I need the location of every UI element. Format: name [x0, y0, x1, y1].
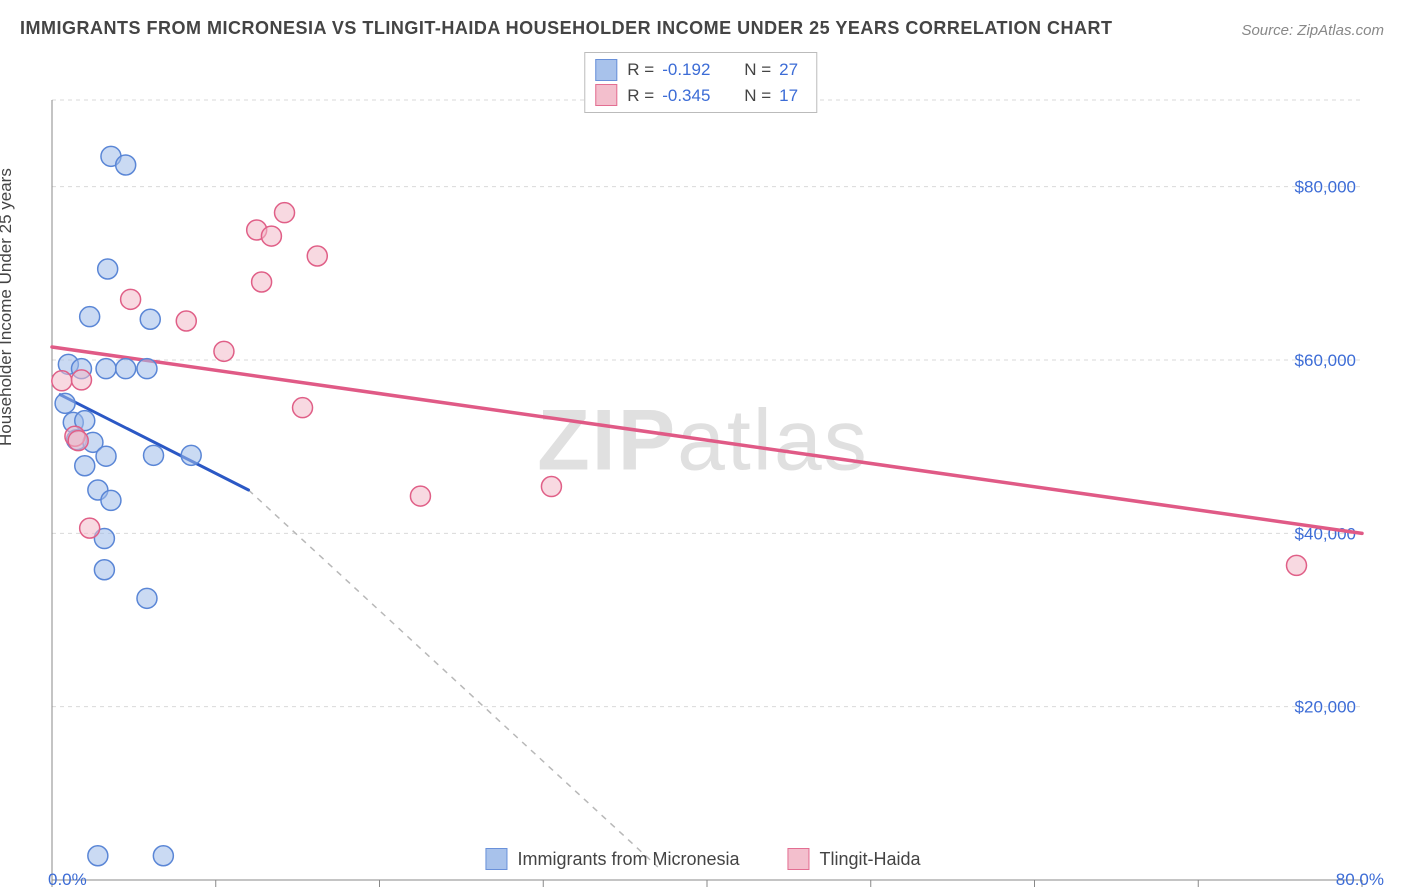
legend-label-series1: Immigrants from Micronesia	[517, 849, 739, 870]
n-label: N =	[744, 83, 771, 109]
bottom-legend: Immigrants from Micronesia Tlingit-Haida	[485, 848, 920, 870]
r-value-series1: -0.192	[662, 57, 732, 83]
legend-item-series1: Immigrants from Micronesia	[485, 848, 739, 870]
legend-swatch-series2	[788, 848, 810, 870]
chart-title: IMMIGRANTS FROM MICRONESIA VS TLINGIT-HA…	[20, 18, 1113, 39]
n-value-series2: 17	[779, 83, 798, 109]
svg-text:$20,000: $20,000	[1295, 698, 1356, 717]
r-label: R =	[627, 83, 654, 109]
legend-label-series2: Tlingit-Haida	[820, 849, 921, 870]
svg-text:$60,000: $60,000	[1295, 351, 1356, 370]
x-axis-max-label: 80.0%	[1336, 870, 1384, 890]
source-attribution: Source: ZipAtlas.com	[1241, 22, 1384, 39]
scatter-chart-svg: $20,000$40,000$60,000$80,000	[0, 50, 1406, 892]
swatch-series1	[595, 59, 617, 81]
swatch-series2	[595, 84, 617, 106]
stats-row-series2: R = -0.345 N = 17	[595, 83, 798, 109]
x-axis-min-label: 0.0%	[48, 870, 87, 890]
svg-text:$80,000: $80,000	[1295, 178, 1356, 197]
legend-item-series2: Tlingit-Haida	[788, 848, 921, 870]
legend-swatch-series1	[485, 848, 507, 870]
n-value-series1: 27	[779, 57, 798, 83]
r-label: R =	[627, 57, 654, 83]
chart-area: $20,000$40,000$60,000$80,000	[0, 50, 1406, 892]
n-label: N =	[744, 57, 771, 83]
correlation-stats-box: R = -0.192 N = 27 R = -0.345 N = 17	[584, 52, 817, 113]
stats-row-series1: R = -0.192 N = 27	[595, 57, 798, 83]
r-value-series2: -0.345	[662, 83, 732, 109]
